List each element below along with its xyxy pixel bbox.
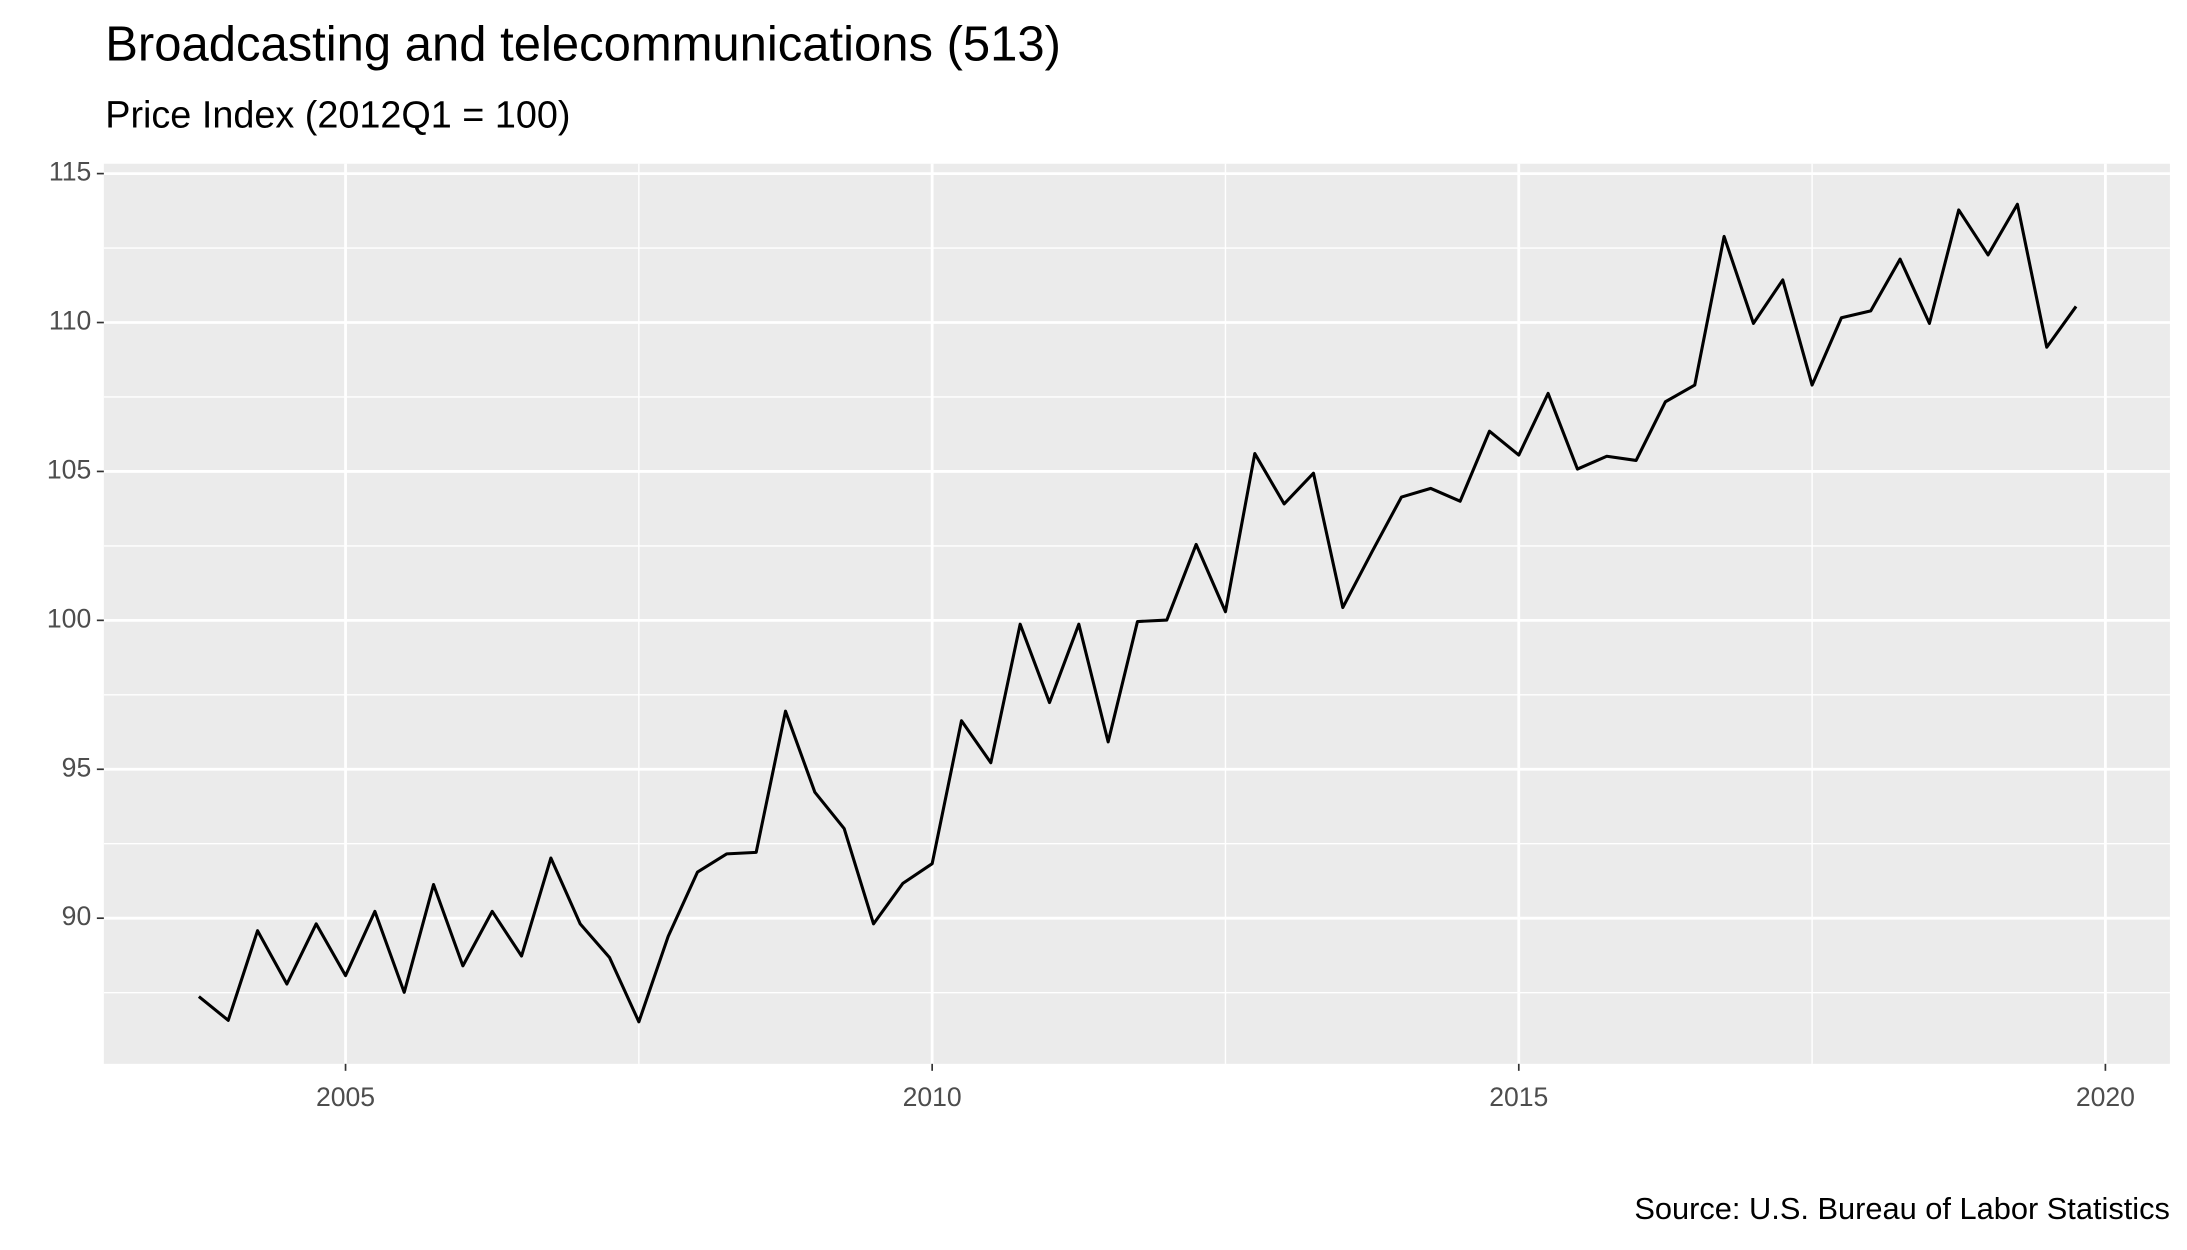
line-series [197,202,2078,1024]
chart-subtitle: Price Index (2012Q1 = 100) [105,95,570,137]
y-tick-label: 95 [62,752,92,782]
x-tick-label: 2010 [903,1082,962,1112]
caption: Source: U.S. Bureau of Labor Statistics [1634,1191,2170,1226]
y-tick-label: 100 [47,603,91,633]
x-tick-label: 2020 [2076,1082,2135,1112]
y-tick-label: 90 [62,901,92,931]
y-tick-label: 110 [49,306,91,336]
chart-title: Broadcasting and telecommunications (513… [105,18,1061,72]
y-tick-label: 105 [47,454,91,484]
x-tick-label: 2015 [1489,1082,1548,1112]
plot-panel [103,163,2170,1064]
x-tick-label: 2005 [316,1082,375,1112]
y-tick-label: 115 [49,157,91,187]
